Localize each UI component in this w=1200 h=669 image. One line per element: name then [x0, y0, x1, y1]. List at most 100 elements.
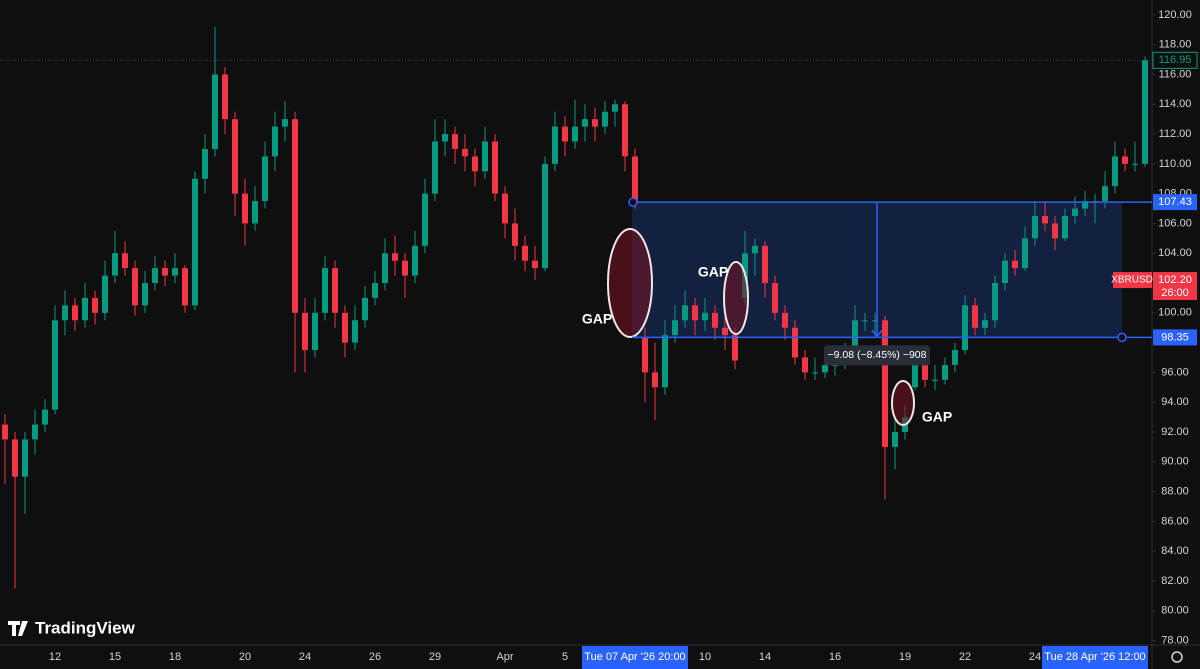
candle-body [932, 379, 938, 381]
candle-body [572, 126, 578, 142]
candle-body [1012, 260, 1018, 269]
candle-body [952, 350, 958, 365]
candle-body [402, 260, 408, 276]
range-bottom-label: 98.35 [1161, 331, 1189, 343]
candle-body [372, 283, 378, 298]
candle-body [752, 245, 758, 254]
x-tick-label: 26 [369, 651, 381, 663]
symbol-countdown: 26:00 [1161, 287, 1189, 299]
measure-box [824, 345, 930, 366]
candle-body [1062, 215, 1068, 239]
x-tick-label: 24 [1029, 651, 1041, 663]
y-tick-label: 92.00 [1161, 426, 1189, 438]
logo-icon [8, 621, 28, 636]
x-tick-label: 15 [109, 651, 121, 663]
x-tick-label: 5 [562, 651, 568, 663]
candle-body [1082, 201, 1088, 209]
candle-body [332, 268, 338, 313]
candle-body [962, 305, 968, 351]
candle-body [772, 283, 778, 313]
candle-body [282, 119, 288, 127]
candle-body [1072, 208, 1078, 216]
candle-body [512, 223, 518, 246]
candle-body [382, 253, 388, 284]
y-tick-label: 106.00 [1158, 217, 1192, 229]
y-tick-label: 114.00 [1159, 98, 1192, 110]
candle-body [252, 201, 258, 224]
candle-body [152, 268, 158, 284]
crosshair-date-box [582, 646, 688, 669]
range-handle [1117, 332, 1127, 343]
candle-body [212, 74, 218, 149]
candle-body [482, 141, 488, 172]
candle-body [502, 193, 508, 224]
gap-ellipse [891, 380, 915, 426]
candle-body [782, 312, 788, 328]
annotation: GAP [922, 409, 952, 425]
candle-body [552, 126, 558, 164]
candle-body [42, 409, 48, 425]
x-tick-label: 22 [959, 651, 971, 663]
candle-body [472, 156, 478, 172]
crosshair-date-label: Tue 28 Apr '26 12:00 [1044, 651, 1145, 663]
overlay: GAP GAP GAP TradingView Tue 07 Apr '26 2… [0, 51, 1198, 669]
y-tick-label: 110.00 [1159, 158, 1192, 170]
annotation: GAP [582, 311, 612, 327]
y-tick-label: 90.00 [1161, 456, 1189, 468]
settings-icon-ring[interactable] [1171, 651, 1183, 663]
symbol-tag [1113, 272, 1152, 289]
gap-ellipse [723, 261, 749, 335]
candle-body [622, 104, 628, 157]
y-tick-label: 86.00 [1161, 515, 1189, 527]
candle-body [1112, 156, 1118, 187]
candle-body [132, 268, 138, 306]
crosshair-date-label: Tue 07 Apr '26 20:00 [584, 651, 685, 663]
candle-body [102, 275, 108, 313]
last-price-box [1152, 51, 1198, 69]
settings-icon[interactable] [1171, 651, 1183, 663]
measure-arrowhead [871, 329, 883, 338]
candle-body [232, 119, 238, 194]
y-tick-label: 78.00 [1161, 634, 1189, 646]
candle-body [892, 431, 898, 447]
candle-body [162, 268, 168, 276]
range-top-label-box [1153, 194, 1197, 211]
candle-body [642, 338, 648, 373]
candle-body [2, 424, 8, 440]
candle-body [352, 320, 358, 343]
candle-body [562, 126, 568, 142]
candle-body [632, 156, 638, 202]
candle-body [992, 283, 998, 321]
candle-body [862, 320, 868, 322]
candle-body [172, 268, 178, 276]
candle-body [262, 156, 268, 202]
candle-body [692, 305, 698, 321]
candle-body [522, 245, 528, 261]
measure-label: −9.08 (−8.45%) −908 [828, 349, 927, 361]
x-tick-label: 16 [829, 651, 841, 663]
x-tick-label: 29 [429, 651, 441, 663]
y-tick-label: 112.00 [1159, 128, 1192, 140]
candle-body [192, 178, 198, 306]
candle-body [272, 126, 278, 157]
y-tick-label: 116.00 [1159, 68, 1192, 80]
symbol-label: XBRUSD [1111, 275, 1153, 286]
candle-body [492, 141, 498, 194]
candle-body [822, 364, 828, 373]
candle-body [912, 364, 918, 388]
candle-body [722, 327, 728, 336]
candle-body [712, 312, 718, 328]
candle-body [872, 320, 878, 322]
candle-body [542, 163, 548, 269]
candle-body [732, 335, 738, 361]
candle-body [342, 312, 348, 343]
candle-body [322, 268, 328, 313]
candle-body [792, 327, 798, 358]
x-tick-label: 20 [239, 651, 251, 663]
watermark: TradingView [35, 618, 136, 637]
candle-body [422, 193, 428, 246]
candle-body [972, 305, 978, 328]
candle-body [72, 305, 78, 321]
candle-body [1032, 215, 1038, 239]
